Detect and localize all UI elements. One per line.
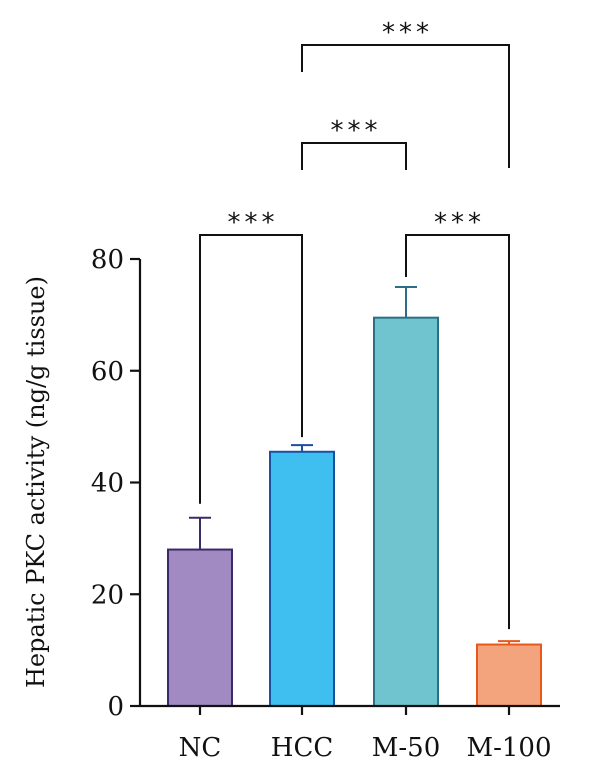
y-tick-label: 40 [91, 469, 124, 499]
axes-group: NC HCC M-50 M-100 0 20 40 60 80 [91, 245, 560, 763]
x-tick-label: NC [179, 733, 222, 763]
significance-bracket [405, 234, 510, 630]
y-tick-label: 20 [91, 580, 124, 610]
bar-hcc [269, 450, 335, 707]
significance-label: *** [382, 18, 433, 48]
significance-label: *** [331, 116, 382, 146]
significance-group: *** *** *** *** [199, 18, 510, 630]
bar-m-50 [373, 316, 439, 707]
x-tick-label: M-100 [466, 733, 551, 763]
significance-bracket [301, 142, 407, 170]
x-tick-label: HCC [271, 733, 333, 763]
significance-bracket [199, 234, 303, 504]
bar-m-100 [476, 643, 542, 707]
y-axis-label: Hepatic PKC activity (ng/g tissue) [22, 276, 50, 688]
significance-label: *** [434, 208, 485, 238]
x-tick-label: M-50 [372, 733, 441, 763]
y-tick-label: 80 [91, 245, 124, 275]
bars-group [167, 316, 542, 707]
y-tick-label: 60 [91, 357, 124, 387]
bar-nc [167, 548, 233, 707]
error-bars-group [189, 285, 520, 645]
y-tick-label: 0 [107, 692, 124, 722]
significance-bracket [301, 44, 510, 168]
significance-label: *** [228, 208, 279, 238]
